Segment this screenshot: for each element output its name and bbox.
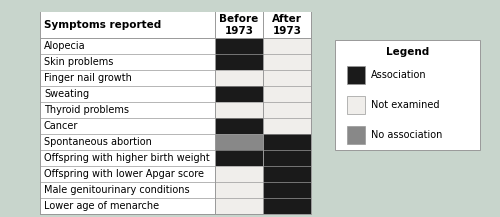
Bar	[215, 198, 263, 214]
Bar	[263, 102, 311, 118]
Text: Skin problems: Skin problems	[44, 57, 114, 67]
Bar	[215, 134, 263, 150]
Bar	[263, 86, 311, 102]
Bar	[215, 166, 263, 182]
Text: Spontaneous abortion: Spontaneous abortion	[44, 137, 152, 147]
Bar	[215, 38, 263, 54]
Text: Legend: Legend	[386, 47, 429, 57]
Bar	[263, 54, 311, 70]
Bar	[215, 118, 263, 134]
Bar	[347, 96, 365, 114]
Text: No association: No association	[371, 130, 442, 140]
Bar	[215, 150, 263, 166]
Bar	[215, 70, 263, 86]
Bar	[263, 182, 311, 198]
Text: Sweating: Sweating	[44, 89, 89, 99]
Bar	[347, 126, 365, 144]
Bar	[215, 86, 263, 102]
Bar	[263, 134, 311, 150]
Text: Male genitourinary conditions: Male genitourinary conditions	[44, 185, 190, 195]
Text: After
1973: After 1973	[272, 14, 302, 36]
Bar	[263, 70, 311, 86]
Bar	[347, 66, 365, 84]
Text: Symptoms reported: Symptoms reported	[44, 20, 161, 30]
Bar	[215, 54, 263, 70]
Text: Finger nail growth: Finger nail growth	[44, 73, 132, 83]
Text: Thyroid problems: Thyroid problems	[44, 105, 129, 115]
Text: Offspring with lower Apgar score: Offspring with lower Apgar score	[44, 169, 204, 179]
Bar	[263, 166, 311, 182]
Bar	[263, 118, 311, 134]
Text: Association: Association	[371, 70, 426, 80]
Bar	[40, 12, 311, 214]
Text: Lower age of menarche: Lower age of menarche	[44, 201, 159, 211]
Bar	[263, 38, 311, 54]
Bar	[215, 182, 263, 198]
Bar	[40, 12, 311, 38]
Bar	[335, 40, 480, 150]
Text: Offspring with higher birth weight: Offspring with higher birth weight	[44, 153, 210, 163]
Bar	[215, 102, 263, 118]
Text: Cancer: Cancer	[44, 121, 78, 131]
Bar	[263, 198, 311, 214]
Text: Before
1973: Before 1973	[220, 14, 258, 36]
Text: Not examined: Not examined	[371, 100, 440, 110]
Text: Alopecia: Alopecia	[44, 41, 86, 51]
Bar	[263, 150, 311, 166]
